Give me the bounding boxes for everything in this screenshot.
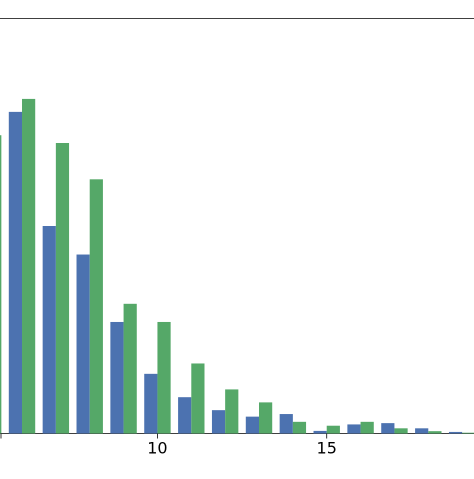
bar-series2-6 <box>22 98 36 434</box>
bar-series1-13 <box>245 416 259 434</box>
bar-series2-9 <box>123 303 137 434</box>
bar-series2-14 <box>292 421 307 434</box>
bar-series1-16 <box>347 424 361 434</box>
bar-series2-10 <box>157 321 171 434</box>
bar-series2-7 <box>55 143 70 434</box>
x-tick-label-10: 10 <box>147 439 167 458</box>
bar-series1-15 <box>313 430 327 434</box>
bar-series2-19 <box>462 432 474 434</box>
x-ticks-group: 10 15 <box>0 433 337 458</box>
bar-series2-15 <box>326 425 340 434</box>
bar-series1-7 <box>42 226 56 434</box>
bar-series2-17 <box>394 428 408 434</box>
bar-series2-12 <box>225 389 239 434</box>
x-tick-label-15: 15 <box>317 439 337 458</box>
bar-series1-12 <box>211 410 226 434</box>
bar-series1-8 <box>76 254 90 434</box>
bar-series1-19 <box>448 431 463 434</box>
bar-series2-16 <box>360 421 374 434</box>
bar-series2-11 <box>191 363 205 434</box>
bar-series1-18 <box>415 428 429 434</box>
bar-series1-14 <box>279 414 293 434</box>
bar-series2-8 <box>89 179 103 434</box>
bars-group <box>0 98 474 434</box>
bar-series2-18 <box>428 431 442 434</box>
bar-series1-11 <box>178 397 192 434</box>
bar-series1-6 <box>8 111 22 434</box>
bar-series2-5 <box>0 135 2 434</box>
bar-series1-9 <box>110 321 124 434</box>
bar-series1-17 <box>381 423 395 434</box>
bar-series1-10 <box>144 373 158 434</box>
bar-series2-13 <box>259 402 273 434</box>
